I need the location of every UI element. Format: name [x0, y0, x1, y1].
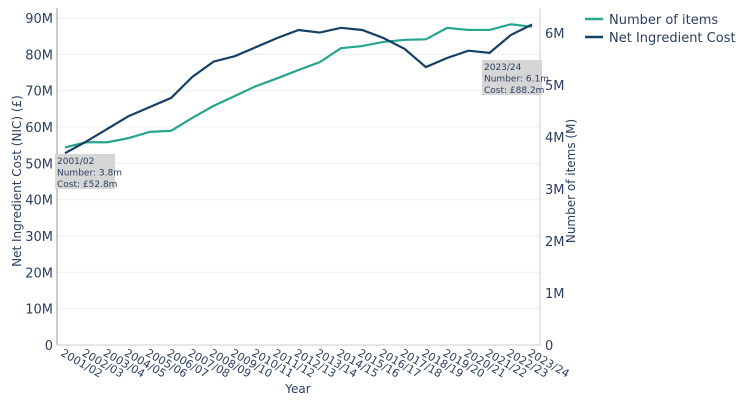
legend-label: Net Ingredient Cost — [609, 31, 736, 46]
y-right-tick-label: 5M — [545, 79, 565, 94]
y-left-tick-label: 80M — [25, 48, 53, 63]
y-right-tick-label: 6M — [545, 27, 565, 42]
y-left-axis-title: Net Ingredient Cost (NIC) (£) — [10, 95, 24, 267]
y-right-tick-label: 0 — [545, 339, 553, 354]
annotation-text: 2023/24 — [484, 63, 522, 73]
y-right-axis-title: Number of items (M) — [564, 119, 578, 243]
annotation-text: 2001/02 — [57, 157, 94, 167]
y-left-tick-label: 10M — [25, 303, 53, 318]
y-right-tick-label: 3M — [545, 183, 565, 198]
x-axis-title: Year — [284, 382, 310, 396]
series-line-1 — [64, 23, 533, 155]
y-right-tick-label: 4M — [545, 131, 565, 146]
y-left-tick-label: 90M — [25, 12, 53, 27]
legend-label: Number of items — [609, 13, 718, 28]
y-left-tick-label: 0 — [45, 339, 53, 354]
y-right-tick-label: 2M — [545, 235, 565, 250]
y-left-tick-label: 20M — [25, 266, 53, 281]
annotation-text: Number: 3.8m — [57, 169, 122, 179]
y-right-tick-label: 1M — [545, 287, 565, 302]
y-left-tick-label: 50M — [25, 157, 53, 172]
y-left-tick-label: 70M — [25, 85, 53, 100]
annotation-text: Cost: £88.2m — [484, 86, 544, 96]
annotation-box — [482, 60, 542, 95]
y-left-tick-label: 60M — [25, 121, 53, 136]
series-line-0 — [64, 23, 533, 149]
annotation-text: Cost: £52.8m — [57, 180, 117, 190]
y-left-tick-label: 30M — [25, 230, 53, 245]
y-left-tick-label: 40M — [25, 194, 53, 209]
annotation-text: Number: 6.1m — [484, 75, 549, 85]
annotation-box — [55, 154, 115, 189]
